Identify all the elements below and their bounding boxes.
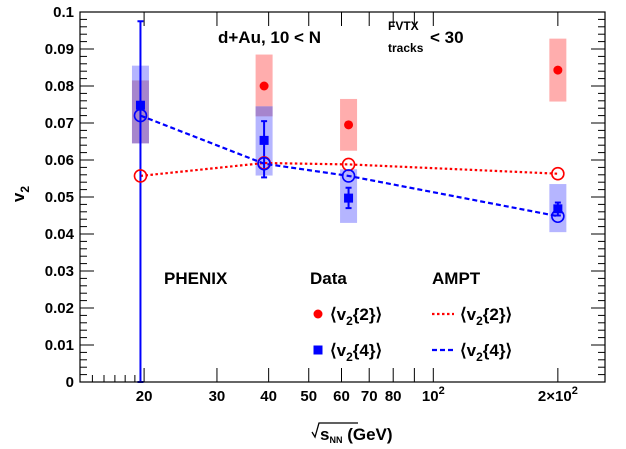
x-tick-base: 2×10 (538, 388, 572, 405)
ampt-v24-point (341, 169, 356, 183)
data-markers (133, 65, 565, 224)
ampt-v22-line (140, 161, 558, 177)
v24-data-point (553, 204, 563, 214)
legend: PHENIX Data AMPT⟨v2{2}⟩⟨v2{4}⟩⟨v2{2}⟩⟨v2{4… (164, 269, 512, 364)
x-tick-base: 20 (136, 388, 153, 405)
axis-labels: 0 0.01 0.02 0.03 0.04 0.05 0.06 0.07 0.08 0.09 0.1… (9, 4, 578, 445)
legend-v22-ampt-label-main: v (467, 305, 477, 324)
legend-experiment: PHENIX (164, 269, 228, 288)
y-tick-label: 0.05 (45, 189, 74, 206)
ampt-v24-point (257, 156, 271, 171)
x-tick-base: 80 (385, 388, 402, 405)
ampt-v24-point (133, 108, 148, 123)
x-tick-base: 10 (422, 388, 439, 405)
legend-v22-data-label-tail: {2} (353, 305, 376, 324)
v22-data-point (344, 120, 354, 130)
axes (79, 11, 606, 383)
y-tick-label: 0.01 (45, 337, 74, 354)
legend-v24-ampt-label: ⟨v2{4}⟩ (460, 341, 512, 364)
legend-v24-ampt-label-tail: {4} (483, 341, 506, 360)
legend-v22-marker (313, 309, 323, 319)
x-tick-base: 60 (333, 388, 350, 405)
legend-v22-data-label-open: ⟨ (330, 305, 337, 324)
x-tick-base: 50 (300, 388, 317, 405)
x-tick-label: 30 (209, 388, 226, 405)
v22-sys-band (255, 54, 273, 107)
title-tail: < 30 (430, 28, 464, 47)
ampt-lines (140, 114, 559, 218)
sqrt-symbol (311, 422, 358, 439)
x-tick-exponent: 2 (572, 385, 578, 397)
ampt-v24-line (140, 114, 559, 218)
x-axis-label-root: s (320, 425, 329, 444)
legend-v24-marker (313, 345, 323, 355)
legend-v24-ampt-label-open: ⟨ (460, 341, 467, 360)
legend-v24-data-label-main: v (337, 341, 347, 360)
y-axis-label-main: v (9, 192, 28, 202)
legend-v22-ampt-label-open: ⟨ (460, 305, 467, 324)
y-tick-label: 0.04 (45, 226, 75, 243)
y-tick-label: 0.09 (45, 41, 74, 58)
x-tick-base: 70 (361, 388, 378, 405)
x-tick-label: 70 (361, 388, 378, 405)
legend-v22-ampt-label-close: ⟩ (505, 305, 512, 324)
legend-v24-ampt-label-close: ⟩ (505, 341, 512, 360)
ampt-v22-point (133, 169, 148, 183)
v24-data-point (344, 193, 354, 203)
y-tick-label: 0.06 (45, 152, 74, 169)
title-superscript: FVTX (388, 19, 419, 33)
y-tick-label: 0.08 (45, 78, 74, 95)
y-tick-label: 0 (66, 374, 74, 391)
legend-data-header: Data (310, 269, 347, 288)
x-tick-base: 30 (209, 388, 226, 405)
chart-title-text: d+Au, 10 < N (218, 28, 321, 47)
y-axis-label: v2 (9, 186, 32, 202)
legend-model-header: AMPT (432, 269, 481, 288)
y-tick-label: 0.1 (53, 4, 74, 21)
y-tick-label: 0.02 (45, 300, 74, 317)
legend-v24-data-label-tail: {4} (353, 341, 376, 360)
v24-data-point (259, 135, 269, 145)
y-axis-label-sub: 2 (18, 186, 32, 193)
v22-data-point (553, 65, 563, 75)
chart-title: d+Au, 10 < N FVTX tracks < 30 (218, 19, 464, 55)
x-tick-label: 102 (422, 385, 445, 405)
x-tick-exponent: 2 (439, 385, 445, 397)
legend-v24-data-label-open: ⟨ (330, 341, 337, 360)
ampt-v22-point (341, 157, 356, 172)
x-tick-base: 40 (260, 388, 277, 405)
x-axis-label-tail: (GeV) (342, 425, 392, 444)
title-subscript: tracks (388, 41, 424, 55)
v24-data-point (135, 100, 145, 110)
x-tick-label: 2×102 (538, 385, 578, 405)
x-tick-label: 80 (385, 388, 402, 405)
x-tick-label: 60 (333, 388, 350, 405)
legend-v22-ampt-label-tail: {2} (483, 305, 506, 324)
v22-data-point (259, 81, 269, 91)
title-main: d+Au, 10 < N (218, 28, 321, 47)
x-axis-label-sub: NN (329, 435, 342, 445)
ampt-v22-point (551, 166, 565, 181)
legend-v24-data-label-close: ⟩ (375, 341, 382, 360)
legend-v22-ampt-label-sub: 2 (476, 314, 483, 328)
legend-v24-ampt-label-sub: 2 (476, 350, 483, 364)
overlap-band (255, 106, 273, 117)
legend-v24-data-label-sub: 2 (346, 350, 353, 364)
y-tick-label: 0.07 (45, 115, 74, 132)
x-tick-label: 50 (300, 388, 317, 405)
legend-v22-data-label-close: ⟩ (375, 305, 382, 324)
legend-v22-data-label: ⟨v2{2}⟩ (330, 305, 382, 328)
legend-v24-data-label: ⟨v2{4}⟩ (330, 341, 382, 364)
legend-v22-ampt-label: ⟨v2{2}⟩ (460, 305, 512, 328)
y-tick-label: 0.03 (45, 263, 74, 280)
x-axis-label: sNN (GeV) (320, 425, 393, 445)
ampt-v24-point (551, 209, 565, 224)
legend-v22-data-label-sub: 2 (346, 314, 353, 328)
legend-v24-ampt-label-main: v (467, 341, 477, 360)
x-tick-label: 20 (136, 388, 153, 405)
legend-v22-data-label-main: v (337, 305, 347, 324)
x-tick-label: 40 (260, 388, 277, 405)
